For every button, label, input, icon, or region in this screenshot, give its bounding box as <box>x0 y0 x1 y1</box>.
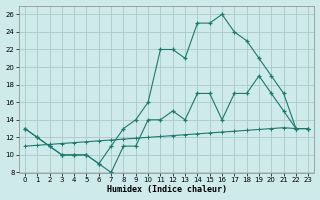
X-axis label: Humidex (Indice chaleur): Humidex (Indice chaleur) <box>107 185 227 194</box>
